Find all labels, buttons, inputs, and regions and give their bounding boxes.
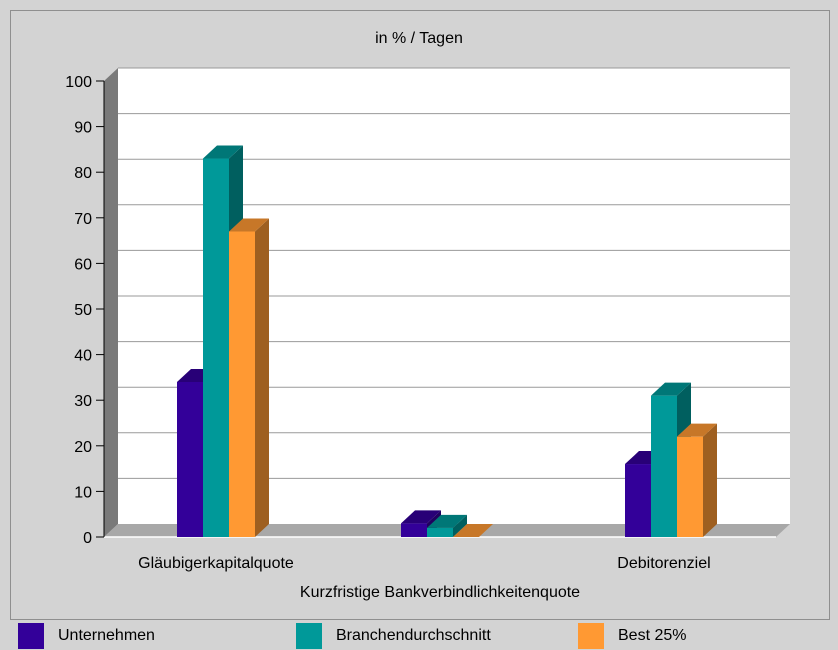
legend-item-unternehmen: Unternehmen [18,622,155,650]
bar-top [677,423,717,437]
y-tick-label: 40 [74,348,92,365]
bar-side [703,423,717,537]
bar-top [453,524,493,537]
y-tick-label: 90 [74,120,92,137]
chart-left-wall [104,68,118,537]
bar-top [427,514,467,528]
y-tick-label: 100 [65,74,92,91]
x-tick-label: Gläubigerkapitalquote [138,555,294,572]
bar-top [229,218,269,232]
y-tick-label: 80 [74,165,92,182]
y-tick-label: 30 [74,393,92,410]
legend-swatch-best-25 [578,623,604,649]
bar-top [651,382,691,396]
y-tick-label: 70 [74,211,92,228]
legend-item-branchendurchschnitt: Branchendurchschnitt [296,622,491,650]
bar [625,464,651,537]
bar [229,231,255,538]
x-tick-label: Kurzfristige Bankverbindlichkeitenquote [300,584,580,601]
y-tick-label: 60 [74,256,92,273]
legend-label-branchendurchschnitt: Branchendurchschnitt [336,627,491,644]
y-tick-label: 50 [74,302,92,319]
bar [677,436,703,537]
y-tick-label: 10 [74,484,92,501]
bar [203,158,229,537]
bar [401,523,427,537]
y-tick-label: 0 [83,530,92,547]
y-tick-label: 20 [74,439,92,456]
bar-top [203,145,243,159]
chart-title: in % / Tagen [375,30,463,47]
bar [651,395,677,537]
legend-label-best-25: Best 25% [618,627,687,644]
bar-side [255,218,269,538]
legend-swatch-unternehmen [18,623,44,649]
legend-item-best-25: Best 25% [578,622,686,650]
bar-side [453,514,467,537]
bar-top [401,510,441,524]
x-tick-label: Debitorenziel [617,555,710,572]
legend-label-unternehmen: Unternehmen [58,627,155,644]
bar [427,527,453,537]
legend-swatch-branchendurchschnitt [296,623,322,649]
bar [177,381,203,537]
